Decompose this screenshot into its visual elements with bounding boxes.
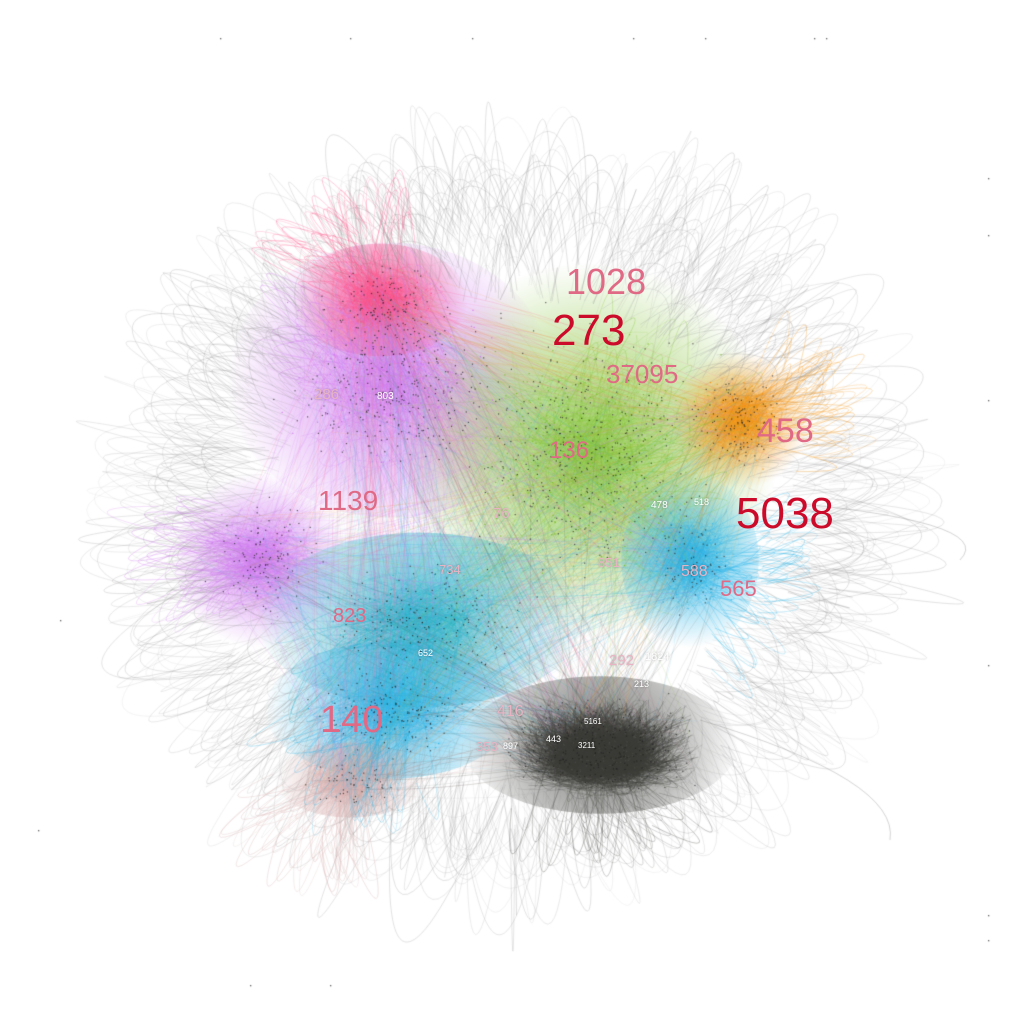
network-graph-canvas — [0, 0, 1024, 1024]
